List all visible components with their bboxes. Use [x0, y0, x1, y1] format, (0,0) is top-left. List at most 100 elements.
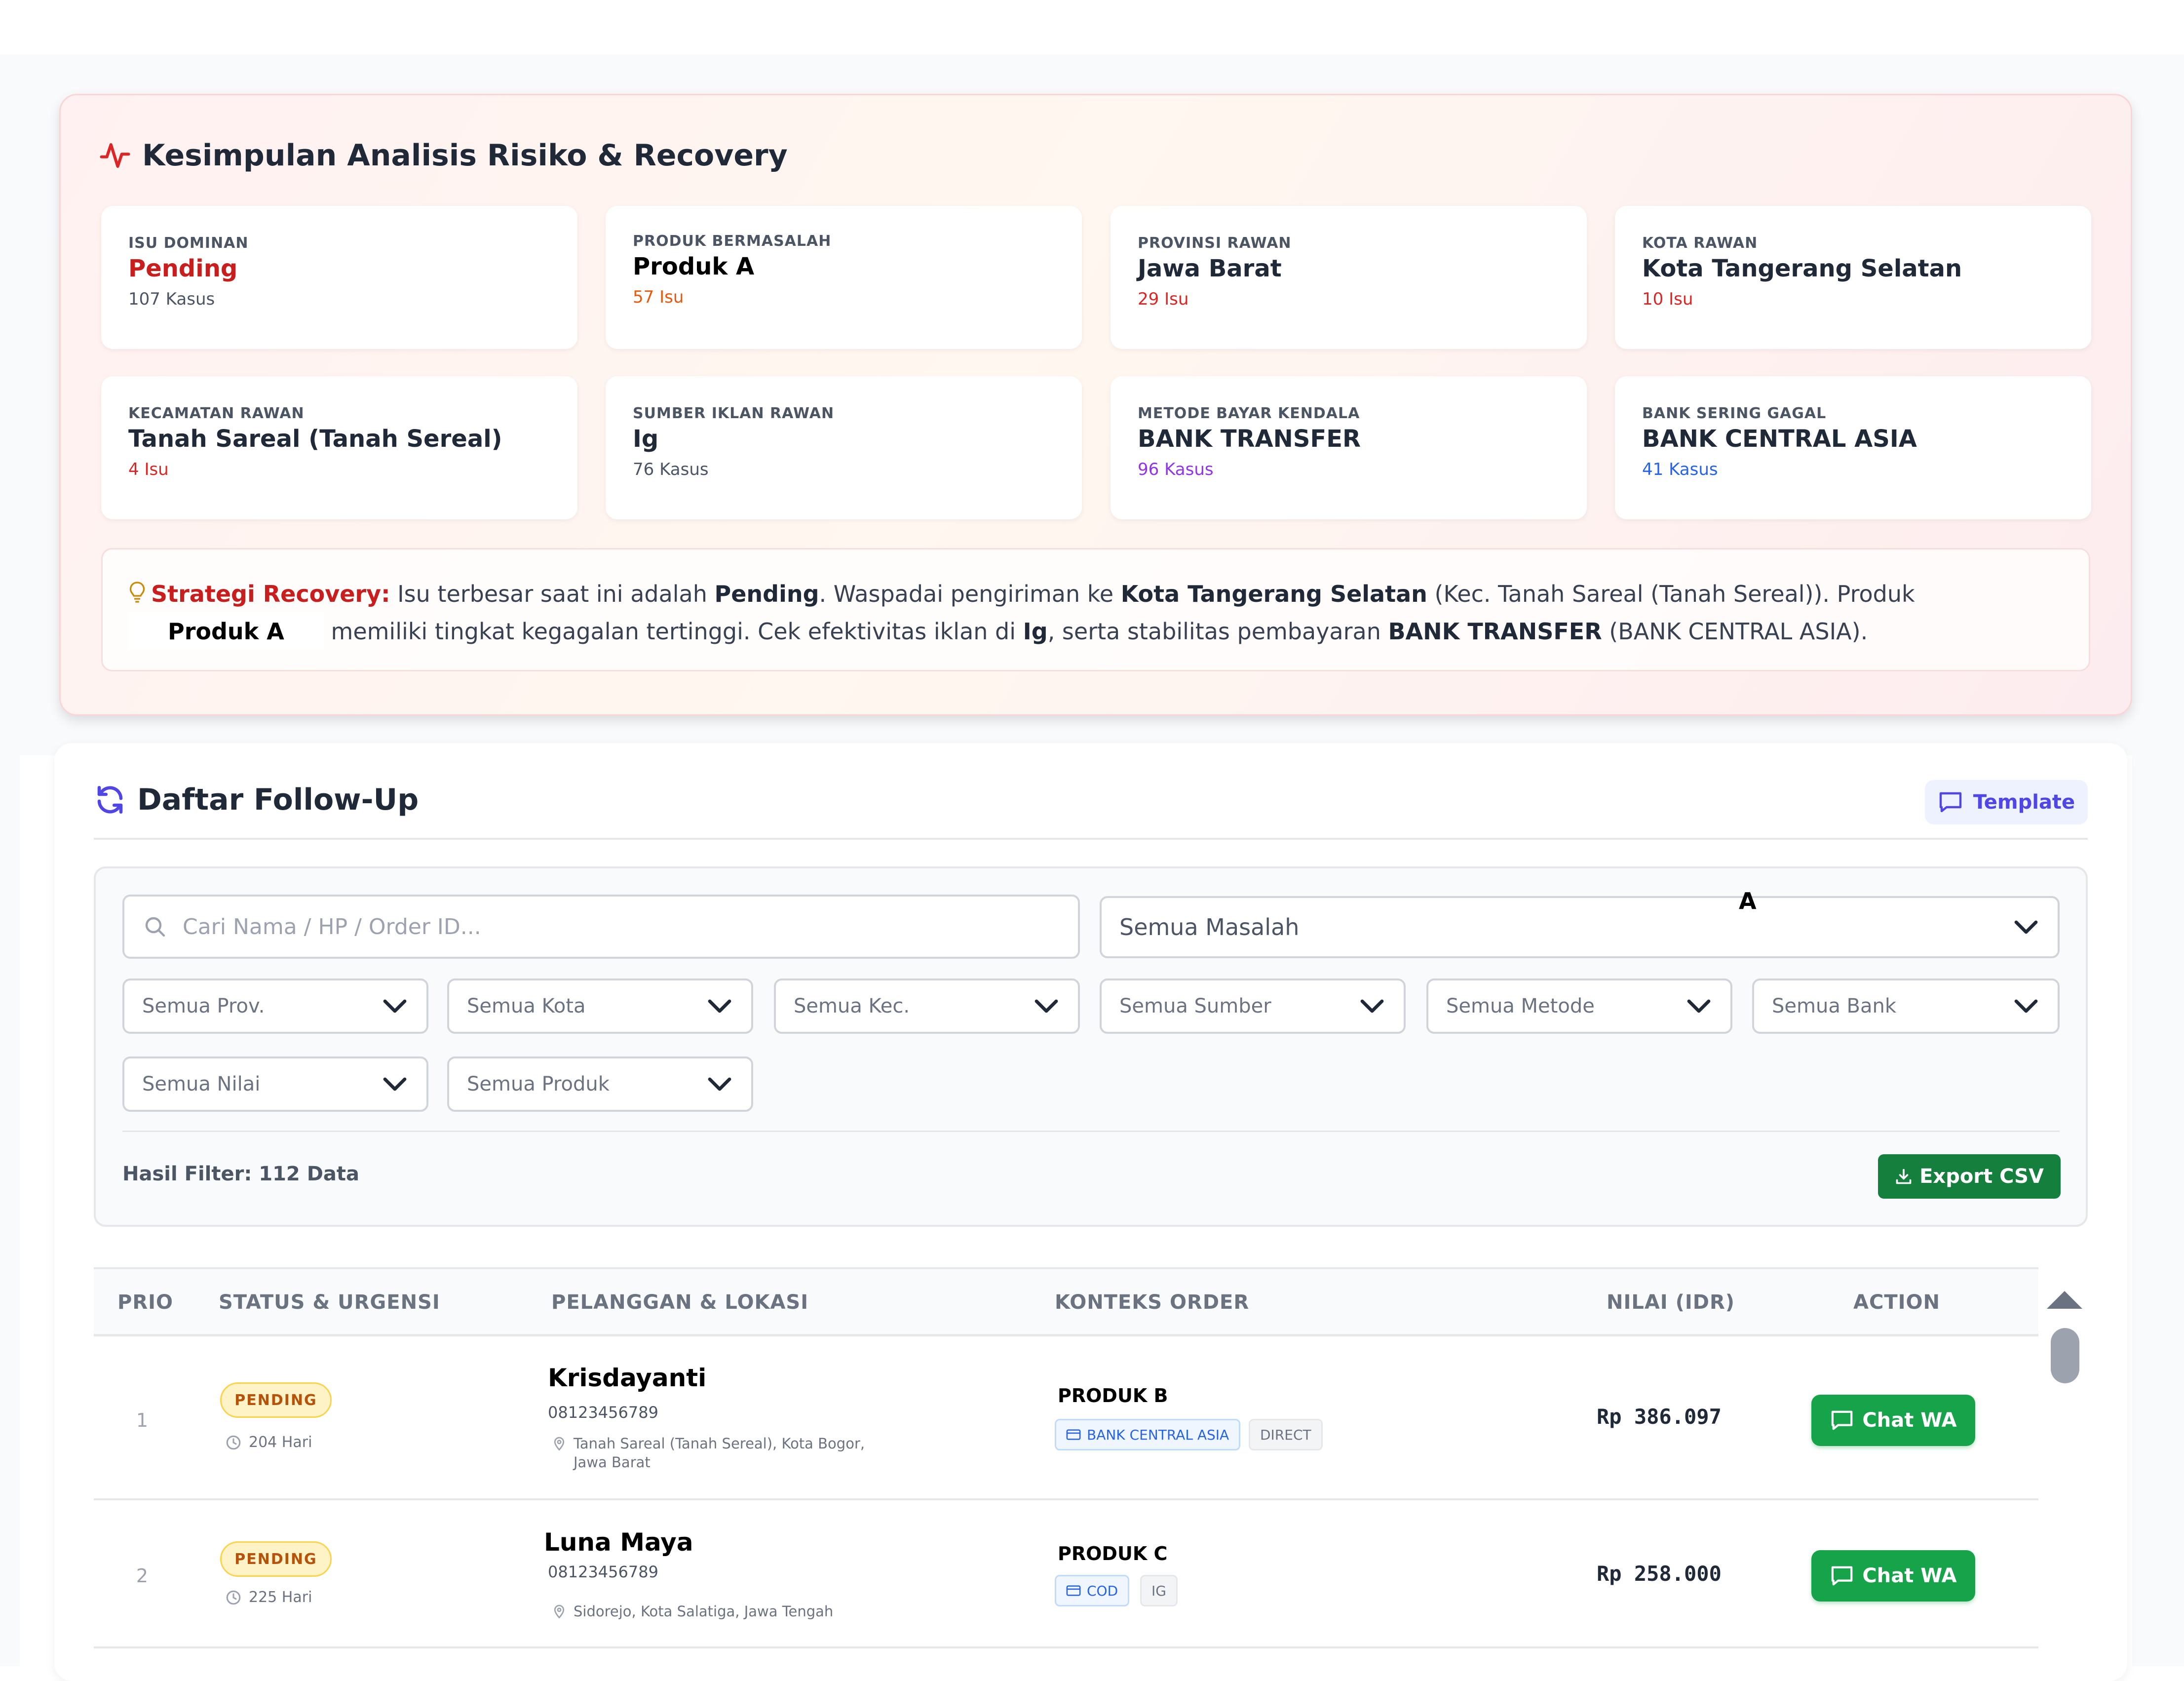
column-header-value: NILAI (IDR) — [1607, 1291, 1735, 1314]
search-input[interactable] — [182, 913, 1023, 940]
refresh-icon — [97, 785, 123, 814]
stat-label: KECAMATAN RAWAN — [128, 405, 305, 422]
scrollbar-thumb[interactable] — [2051, 1328, 2079, 1383]
stat-value: Ig — [633, 425, 659, 453]
stat-card-risky-city: KOTA RAWAN Kota Tangerang Selatan 10 Isu — [1615, 206, 2091, 349]
stat-card-problem-product: PRODUK BERMASALAH Produk A 57 Isu — [606, 206, 1082, 349]
table-header — [94, 1269, 2038, 1334]
order-product: PRODUK C — [1058, 1543, 1168, 1564]
chat-wa-label: Chat WA — [1862, 1409, 1957, 1432]
value-filter[interactable]: Semua Nilai — [122, 1056, 428, 1112]
clock-icon — [226, 1590, 241, 1604]
customer-location-text: Tanah Sareal (Tanah Sereal), Kota Bogor,… — [574, 1435, 865, 1471]
stat-sub: 4 Isu — [128, 460, 169, 479]
strategy-text: , serta stabilitas pembayaran — [1047, 618, 1388, 645]
credit-card-icon — [1066, 1585, 1081, 1596]
row-divider — [94, 1646, 2038, 1648]
scroll-up-arrow[interactable] — [2047, 1291, 2082, 1309]
customer-phone: 08123456789 — [548, 1403, 658, 1422]
message-square-icon — [1939, 792, 1962, 813]
credit-card-icon — [1066, 1429, 1081, 1440]
chevron-down-icon — [383, 999, 407, 1013]
row-priority: 2 — [136, 1565, 149, 1587]
map-pin-icon — [554, 1604, 565, 1619]
stat-sub: 107 Kasus — [128, 289, 215, 309]
bank-filter[interactable]: Semua Bank — [1752, 978, 2060, 1034]
select-value: Semua Kec. — [794, 995, 910, 1017]
stat-sub: 76 Kasus — [633, 460, 709, 479]
clock-icon — [226, 1435, 241, 1449]
source-filter[interactable]: Semua Sumber — [1100, 978, 1406, 1034]
province-filter[interactable]: Semua Prov. — [122, 978, 428, 1034]
status-badge: PENDING — [220, 1541, 332, 1577]
column-header-status: STATUS & URGENSI — [219, 1291, 440, 1314]
urgency-days-text: 204 Hari — [249, 1434, 312, 1451]
message-square-icon — [1832, 1410, 1853, 1430]
stat-label: PRODUK BERMASALAH — [633, 233, 832, 250]
stat-card-payment-method: METODE BAYAR KENDALA BANK TRANSFER 96 Ka… — [1111, 376, 1587, 519]
stat-sub: 41 Kasus — [1642, 460, 1718, 479]
template-button[interactable]: Template — [1925, 780, 2088, 824]
floating-label: A — [1739, 888, 1757, 914]
payment-bank-chip: BANK CENTRAL ASIA — [1055, 1419, 1241, 1450]
method-filter[interactable]: Semua Metode — [1426, 978, 1732, 1034]
column-header-customer: PELANGGAN & LOKASI — [551, 1291, 809, 1314]
stat-sub: 96 Kasus — [1138, 460, 1214, 479]
strategy-text: . Waspadai pengiriman ke — [819, 581, 1121, 607]
strategy-method: BANK TRANSFER — [1388, 618, 1602, 645]
header-divider — [94, 838, 2088, 840]
stat-card-risky-province: PROVINSI RAWAN Jawa Barat 29 Isu — [1111, 206, 1587, 349]
chevron-down-icon — [2014, 999, 2038, 1013]
ad-source-chip: IG — [1140, 1575, 1178, 1606]
city-filter[interactable]: Semua Kota — [447, 978, 753, 1034]
chevron-down-icon — [708, 1077, 731, 1091]
follow-up-header: Daftar Follow-Up — [94, 782, 419, 817]
strategy-text: (Kec. Tanah Sareal (Tanah Sereal)). Prod… — [1427, 581, 1915, 607]
row-divider — [94, 1498, 2038, 1500]
select-value: Semua Produk — [467, 1073, 610, 1095]
strategy-text: (BANK CENTRAL ASIA). — [1602, 618, 1868, 645]
stat-card-failing-bank: BANK SERING GAGAL BANK CENTRAL ASIA 41 K… — [1615, 376, 2091, 519]
customer-name: Luna Maya — [544, 1528, 693, 1557]
strategy-label: Strategi Recovery: — [151, 581, 390, 607]
filter-divider — [122, 1131, 2060, 1132]
table-header-divider — [94, 1334, 2038, 1336]
stat-card-risky-district: KECAMATAN RAWAN Tanah Sareal (Tanah Sere… — [101, 376, 577, 519]
chat-wa-button[interactable]: Chat WA — [1811, 1550, 1975, 1602]
chat-wa-button[interactable]: Chat WA — [1811, 1395, 1975, 1446]
problem-select[interactable]: Semua Masalah — [1100, 896, 2060, 958]
payment-bank-text: BANK CENTRAL ASIA — [1087, 1426, 1229, 1443]
product-filter[interactable]: Semua Produk — [447, 1056, 753, 1112]
urgency-days: 204 Hari — [225, 1434, 312, 1451]
stat-label: PROVINSI RAWAN — [1138, 235, 1292, 252]
column-header-action: ACTION — [1853, 1291, 1940, 1314]
chevron-down-icon — [708, 999, 731, 1013]
chat-wa-label: Chat WA — [1862, 1564, 1957, 1587]
urgency-days-text: 225 Hari — [249, 1589, 312, 1606]
stat-label: KOTA RAWAN — [1642, 235, 1758, 252]
search-field[interactable] — [122, 895, 1080, 959]
stat-value: Pending — [128, 255, 238, 282]
template-button-label: Template — [1973, 791, 2075, 814]
stat-value: BANK CENTRAL ASIA — [1642, 425, 1917, 453]
district-filter[interactable]: Semua Kec. — [774, 978, 1080, 1034]
select-value: Semua Kota — [467, 995, 586, 1017]
payment-bank-chip: COD — [1055, 1575, 1130, 1606]
order-amount: Rp 386.097 — [1597, 1405, 1722, 1429]
payment-bank-text: COD — [1087, 1582, 1118, 1599]
chevron-down-icon — [1360, 999, 1384, 1013]
map-pin-icon — [554, 1437, 565, 1451]
strategy-city: Kota Tangerang Selatan — [1120, 581, 1427, 607]
stat-label: METODE BAYAR KENDALA — [1138, 405, 1360, 422]
stat-label: SUMBER IKLAN RAWAN — [633, 405, 835, 422]
follow-up-title: Daftar Follow-Up — [137, 782, 419, 817]
download-icon — [1896, 1169, 1912, 1184]
select-value: Semua Prov. — [142, 995, 265, 1017]
strategy-issue: Pending — [714, 581, 819, 607]
customer-name: Krisdayanti — [548, 1364, 707, 1392]
select-value: Semua Bank — [1772, 995, 1897, 1017]
stat-label: BANK SERING GAGAL — [1642, 405, 1827, 422]
column-header-prio: PRIO — [117, 1291, 174, 1314]
export-csv-button[interactable]: Export CSV — [1878, 1154, 2061, 1199]
strategy-source: Ig — [1023, 618, 1048, 645]
